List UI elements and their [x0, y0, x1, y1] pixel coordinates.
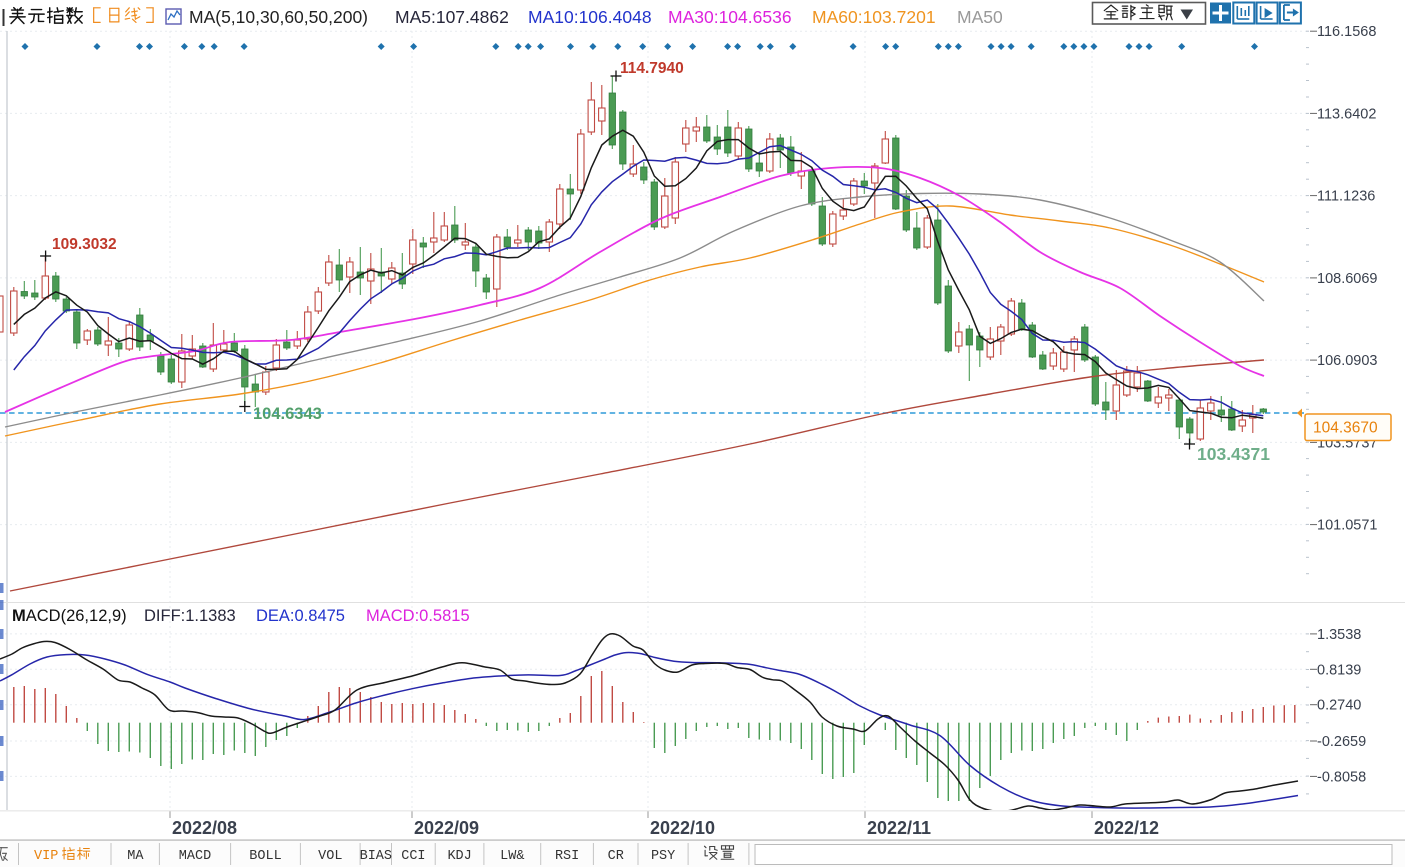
svg-text:104.6343: 104.6343: [253, 405, 322, 423]
svg-text:BOLL: BOLL: [249, 849, 281, 864]
svg-text:2022/11: 2022/11: [867, 818, 931, 838]
svg-text:-0.2659: -0.2659: [1317, 734, 1366, 750]
svg-text:101.0571: 101.0571: [1317, 518, 1377, 534]
svg-text:MA5:107.4862: MA5:107.4862: [395, 7, 509, 27]
svg-text:116.1568: 116.1568: [1317, 24, 1376, 40]
svg-text:2022/12: 2022/12: [1094, 818, 1159, 838]
svg-text:111.1236: 111.1236: [1317, 189, 1375, 205]
svg-text:VOL: VOL: [318, 849, 342, 864]
svg-text:104.3670: 104.3670: [1313, 420, 1378, 437]
svg-text:103.4371: 103.4371: [1197, 444, 1270, 464]
svg-text:108.6069: 108.6069: [1317, 271, 1377, 287]
svg-text:2022/10: 2022/10: [650, 818, 715, 838]
svg-text:2022/09: 2022/09: [414, 818, 479, 838]
svg-text:109.3032: 109.3032: [52, 236, 117, 253]
svg-text:0.8139: 0.8139: [1317, 662, 1361, 678]
svg-text:CCI: CCI: [401, 849, 425, 864]
svg-text:106.0903: 106.0903: [1317, 353, 1377, 369]
svg-text:MA: MA: [127, 849, 144, 864]
svg-text:MA60:103.7201: MA60:103.7201: [812, 7, 936, 27]
svg-text:MA10:106.4048: MA10:106.4048: [528, 7, 652, 27]
svg-text:KDJ: KDJ: [447, 849, 471, 864]
svg-text:LW&: LW&: [500, 849, 524, 864]
svg-text:MACD: MACD: [179, 849, 211, 864]
svg-text:MACD(26,12,9): MACD(26,12,9): [12, 607, 127, 625]
svg-text:0.2740: 0.2740: [1317, 698, 1361, 714]
svg-text:113.6402: 113.6402: [1317, 106, 1376, 122]
svg-text:BIAS: BIAS: [360, 849, 392, 864]
svg-text:1.3538: 1.3538: [1317, 627, 1361, 643]
svg-text:RSI: RSI: [555, 849, 579, 864]
svg-text:DIFF:1.1383: DIFF:1.1383: [144, 607, 236, 625]
svg-text:VIP: VIP: [34, 849, 58, 864]
svg-text:MA(5,10,30,60,50,200): MA(5,10,30,60,50,200): [189, 7, 368, 27]
svg-text:MACD:0.5815: MACD:0.5815: [366, 607, 470, 625]
svg-text:114.7940: 114.7940: [620, 60, 684, 77]
svg-text:2022/08: 2022/08: [172, 818, 237, 838]
svg-text:MA50: MA50: [957, 7, 1003, 27]
svg-text:DEA:0.8475: DEA:0.8475: [256, 607, 345, 625]
svg-text:-0.8058: -0.8058: [1317, 769, 1366, 785]
svg-text:CR: CR: [608, 849, 624, 864]
svg-text:MA30:104.6536: MA30:104.6536: [668, 7, 792, 27]
svg-text:PSY: PSY: [651, 849, 675, 864]
